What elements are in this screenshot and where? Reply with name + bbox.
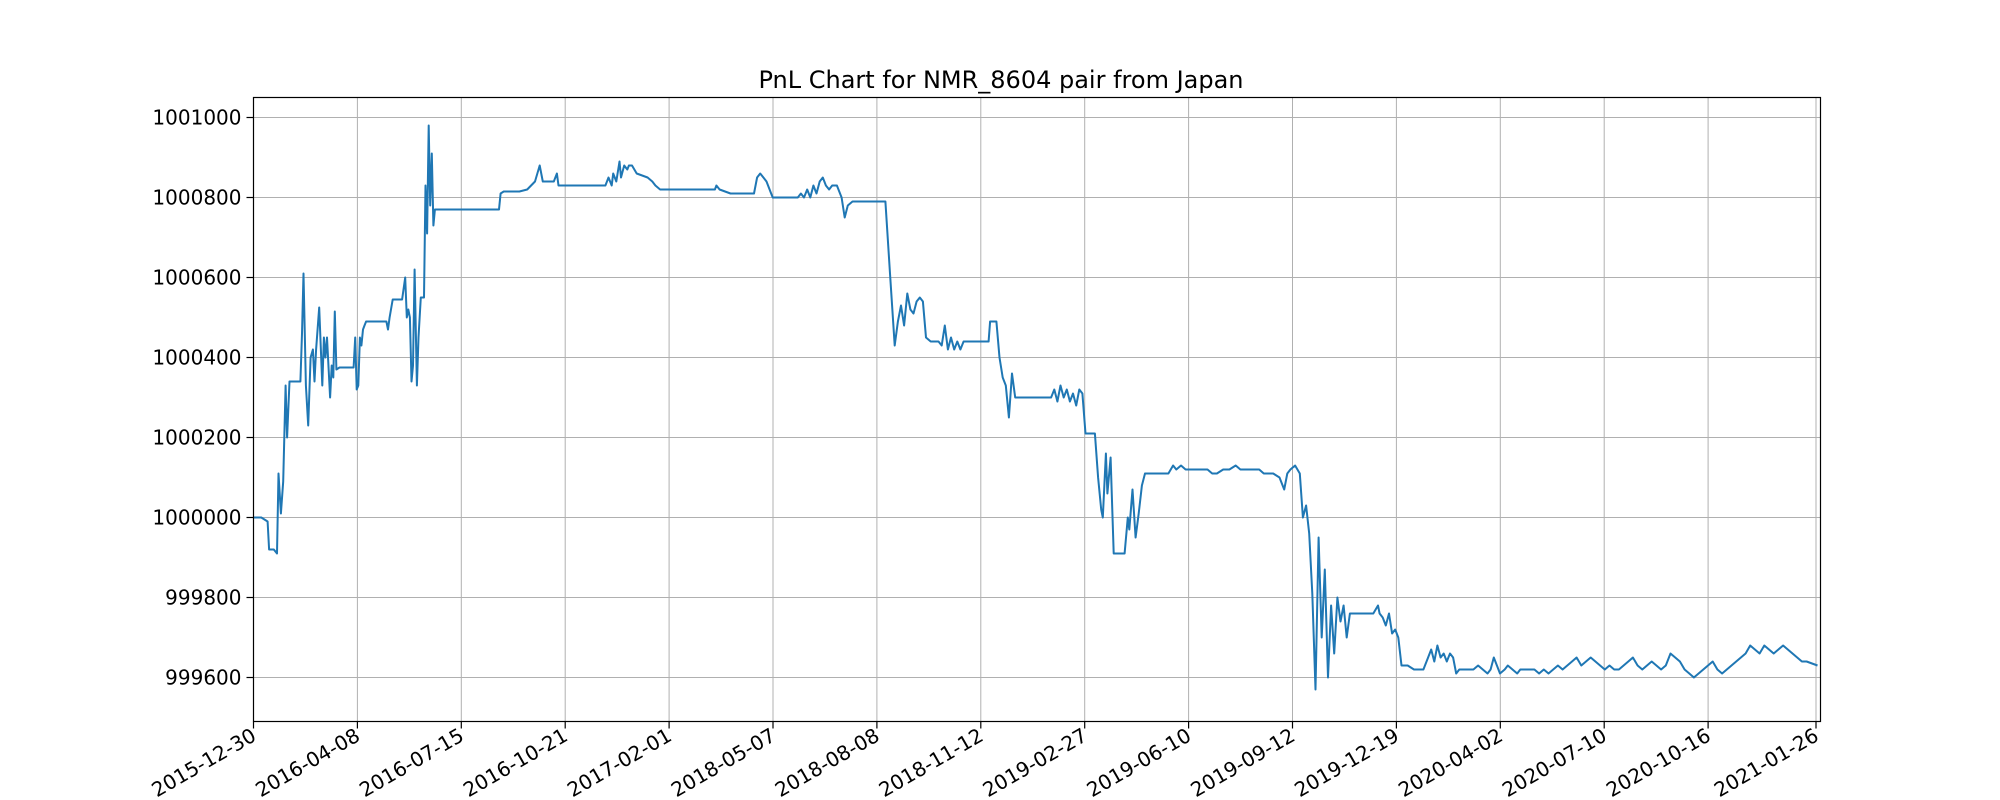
x-tick-label: 2019-09-12	[1186, 723, 1299, 800]
x-tick-label: 2016-10-21	[459, 723, 572, 800]
y-tick-label: 999600	[165, 666, 241, 690]
plot-frame	[252, 96, 1822, 723]
y-tick-label: 1000400	[152, 346, 241, 370]
x-tick-label: 2019-02-27	[979, 723, 1092, 800]
y-tick-label: 1000200	[152, 426, 241, 450]
y-tick-label: 1000800	[152, 186, 241, 210]
x-axis-ticks: 2015-12-302016-04-082016-07-152016-10-21…	[147, 721, 1823, 800]
x-tick-label: 2018-11-12	[875, 723, 988, 800]
x-tick-label: 2020-04-02	[1394, 723, 1507, 800]
x-tick-label: 2019-06-10	[1082, 723, 1195, 800]
x-tick-label: 2015-12-30	[147, 723, 260, 800]
x-tick-label: 2021-01-26	[1710, 723, 1823, 800]
x-tick-label: 2019-12-19	[1290, 723, 1403, 800]
y-tick-label: 999800	[165, 586, 241, 610]
chart-title: PnL Chart for NMR_8604 pair from Japan	[758, 66, 1243, 94]
y-tick-label: 1000600	[152, 266, 241, 290]
x-tick-label: 2017-02-01	[563, 723, 676, 800]
x-tick-label: 2018-05-07	[667, 723, 780, 800]
y-tick-label: 1000000	[152, 506, 241, 530]
y-axis-ticks: 999600 999800 1000000 1000200 1000400 1000600…	[152, 106, 254, 690]
grid-lines	[253, 97, 1821, 722]
x-tick-label: 2020-10-16	[1602, 723, 1715, 800]
x-tick-label: 2016-04-08	[251, 723, 364, 800]
x-tick-label: 2016-07-15	[355, 723, 468, 800]
x-tick-label: 2020-07-10	[1498, 723, 1611, 800]
x-tick-label: 2018-08-08	[771, 723, 884, 800]
pnl-series-line	[253, 124, 1818, 691]
y-tick-label: 1001000	[152, 106, 241, 130]
